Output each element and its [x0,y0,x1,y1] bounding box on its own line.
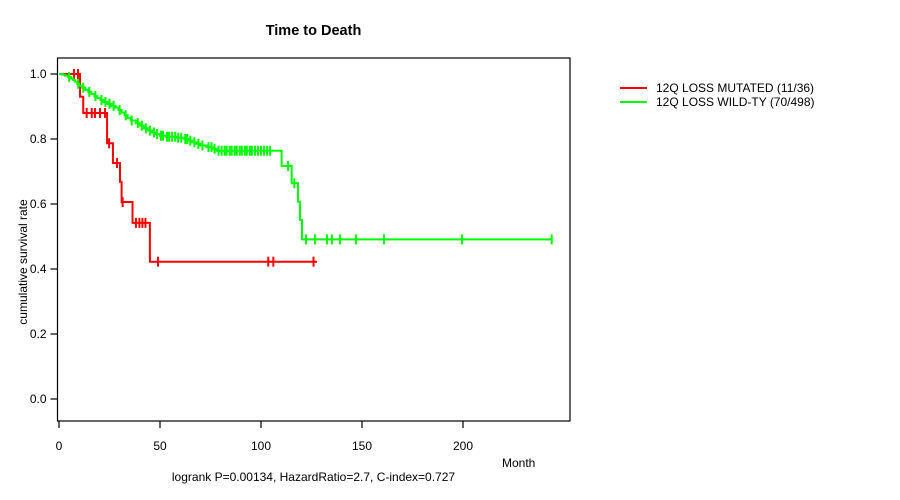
x-axis-unit-label: Month [502,456,536,470]
survival-curve-mutated [59,73,317,263]
x-tick-label: 200 [453,439,473,453]
x-tick-label: 0 [56,439,63,453]
legend-line-wildtype [620,101,647,103]
legend-label-mutated: 12Q LOSS MUTATED (11/36) [656,81,815,95]
survival-curve-wildtype [59,73,552,241]
y-tick-label: 0.8 [30,132,47,146]
x-tick-label: 50 [153,439,167,453]
y-tick-label: 1.0 [30,67,47,81]
legend-item-mutated: 12Q LOSS MUTATED (11/36) [620,81,815,95]
x-tick-label: 150 [352,439,372,453]
statistics-annotation: logrank P=0.00134, HazardRatio=2.7, C-in… [171,470,456,484]
y-tick-label: 0.6 [30,197,47,211]
legend: 12Q LOSS MUTATED (11/36) 12Q LOSS WILD-T… [620,81,815,109]
y-tick-label: 0.2 [30,327,47,341]
legend-label-wildtype: 12Q LOSS WILD-TY (70/498) [656,95,815,109]
y-tick-label: 0.4 [30,262,47,276]
y-tick-label: 0.0 [30,392,47,406]
legend-item-wildtype: 12Q LOSS WILD-TY (70/498) [620,95,815,109]
x-tick-label: 100 [251,439,271,453]
legend-line-mutated [620,87,647,89]
plot-box [56,57,571,422]
y-axis-label: cumulative survival rate [16,199,30,325]
chart-title: Time to Death [265,23,362,39]
